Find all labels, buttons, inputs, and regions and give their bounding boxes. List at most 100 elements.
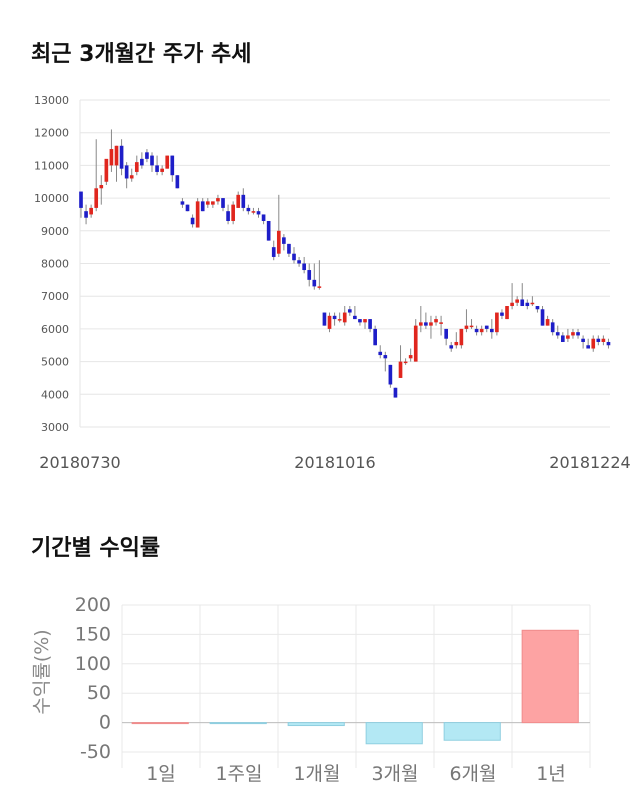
candle-body bbox=[322, 312, 327, 326]
candlestick bbox=[566, 328, 570, 342]
candlestick bbox=[332, 312, 337, 326]
candlestick bbox=[140, 152, 144, 169]
candlestick bbox=[337, 312, 342, 323]
candle-body bbox=[271, 247, 276, 257]
candlestick bbox=[129, 168, 134, 182]
candlestick bbox=[276, 194, 281, 257]
candlestick bbox=[287, 243, 291, 257]
candle-body bbox=[129, 175, 134, 179]
candle-body bbox=[560, 335, 565, 342]
candle-body bbox=[383, 355, 388, 359]
candle-body bbox=[180, 201, 185, 205]
candle-body bbox=[221, 198, 225, 208]
candle-body bbox=[134, 162, 139, 172]
return-x-tick-label: 1개월 bbox=[293, 763, 340, 785]
candlestick bbox=[393, 387, 398, 398]
candle-body bbox=[393, 387, 398, 398]
candle-body bbox=[327, 315, 332, 329]
candlestick bbox=[378, 345, 383, 359]
candlestick bbox=[373, 325, 377, 346]
candlestick bbox=[581, 335, 585, 349]
candlestick bbox=[479, 325, 484, 336]
candlestick bbox=[444, 328, 448, 346]
candle-x-tick-label: 20181016 bbox=[294, 453, 375, 472]
candlestick bbox=[576, 328, 580, 339]
candle-body bbox=[505, 306, 509, 320]
candle-body bbox=[510, 302, 514, 307]
candlestick bbox=[124, 162, 129, 189]
candlestick bbox=[601, 335, 606, 346]
candle-body bbox=[342, 312, 347, 323]
candle-body bbox=[99, 185, 104, 189]
candle-body bbox=[398, 361, 403, 378]
candle-body bbox=[449, 345, 454, 349]
return-y-tick-label: 200 bbox=[75, 594, 111, 616]
candlestick bbox=[317, 260, 322, 290]
candlestick bbox=[347, 306, 352, 316]
candle-y-tick-label: 4000 bbox=[41, 388, 69, 401]
candle-body bbox=[454, 341, 459, 346]
candlestick bbox=[495, 312, 499, 336]
candle-body bbox=[525, 302, 530, 307]
candlestick bbox=[535, 306, 540, 313]
candlestick bbox=[505, 306, 509, 320]
candlestick bbox=[200, 198, 205, 212]
candlestick bbox=[266, 220, 271, 241]
candlestick bbox=[221, 198, 225, 212]
candlestick bbox=[489, 319, 494, 339]
candle-body bbox=[287, 243, 291, 254]
candlestick bbox=[388, 364, 393, 388]
candle-body bbox=[292, 253, 296, 261]
candlestick bbox=[398, 345, 403, 378]
candle-body bbox=[429, 322, 433, 326]
return-bars bbox=[131, 629, 579, 745]
candle-body bbox=[434, 319, 438, 323]
candle-body bbox=[79, 191, 83, 208]
candle-body bbox=[586, 345, 591, 349]
candlestick bbox=[251, 207, 256, 215]
candle-body bbox=[363, 319, 367, 323]
candle-body bbox=[550, 322, 555, 333]
candle-x-tick-label: 20180730 bbox=[39, 453, 120, 472]
candle-body bbox=[368, 319, 372, 329]
candle-body bbox=[545, 319, 550, 326]
candlestick bbox=[195, 198, 200, 228]
candle-body bbox=[418, 322, 423, 326]
candle-y-tick-label: 8000 bbox=[41, 258, 69, 271]
candle-body bbox=[596, 338, 601, 342]
return-y-tick-label: 0 bbox=[99, 712, 111, 734]
candle-body bbox=[540, 309, 545, 326]
candlestick bbox=[560, 332, 565, 342]
candle-body bbox=[459, 328, 464, 346]
candle-body bbox=[403, 361, 408, 364]
candle-y-tick-label: 11000 bbox=[34, 159, 69, 172]
candlestick bbox=[596, 335, 601, 346]
candle-body bbox=[261, 214, 266, 221]
candlestick bbox=[545, 315, 550, 326]
candlestick bbox=[540, 306, 545, 326]
candlestick bbox=[464, 309, 469, 333]
candle-body bbox=[165, 155, 170, 169]
candlestick bbox=[216, 194, 220, 205]
candle-body bbox=[94, 188, 99, 208]
return-bar-chart: 200 150 100 50 0 -50 1일 1주일 1개월 3개월 6개월 1년 수익률(%) bbox=[31, 594, 591, 785]
candle-y-tick-label: 10000 bbox=[34, 192, 69, 205]
candle-body bbox=[119, 145, 124, 169]
candlestick bbox=[89, 204, 93, 218]
candle-y-tick-label: 13000 bbox=[34, 94, 69, 107]
candle-body bbox=[576, 332, 580, 336]
return-x-tick-label: 1주일 bbox=[215, 763, 262, 785]
period-return-title: 기간별 수익률 bbox=[31, 536, 161, 561]
candle-body bbox=[216, 198, 220, 202]
candlestick bbox=[342, 306, 347, 326]
candle-body bbox=[495, 312, 499, 333]
candlestick bbox=[555, 325, 560, 339]
candle-body bbox=[358, 319, 362, 323]
candlestick bbox=[449, 341, 454, 352]
candlestick bbox=[363, 319, 367, 329]
candle-body bbox=[89, 207, 93, 215]
candle-y-tick-label: 5000 bbox=[41, 356, 69, 369]
return-y-ticks: 200 150 100 50 0 -50 bbox=[75, 594, 111, 763]
candlestick bbox=[165, 155, 170, 169]
candlestick bbox=[307, 263, 312, 287]
